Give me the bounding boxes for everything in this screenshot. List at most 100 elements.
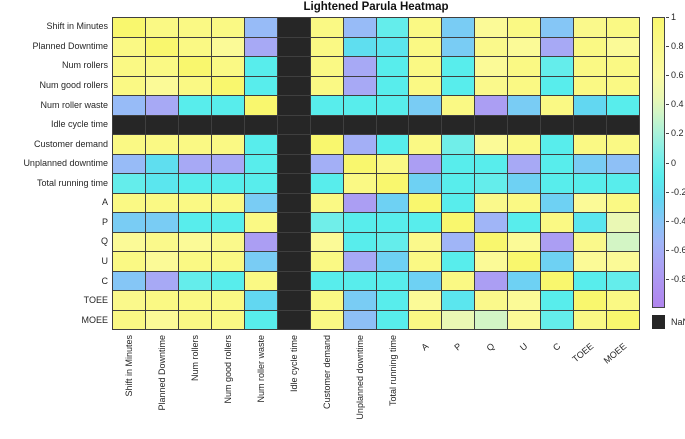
heatmap-cell[interactable] [574,154,607,173]
heatmap-cell-nan[interactable] [376,115,409,134]
heatmap-cell[interactable] [376,213,409,232]
heatmap-cell[interactable] [376,154,409,173]
heatmap-cell[interactable] [113,96,145,115]
heatmap-cell-nan[interactable] [277,57,310,76]
heatmap-cell[interactable] [475,154,508,173]
heatmap-cell[interactable] [607,96,639,115]
heatmap-cell[interactable] [244,252,277,271]
heatmap-cell[interactable] [211,232,244,251]
heatmap-cell[interactable] [178,18,211,37]
heatmap-cell[interactable] [475,37,508,56]
heatmap-cell[interactable] [343,252,376,271]
heatmap-cell[interactable] [310,76,343,95]
heatmap-cell-nan[interactable] [178,115,211,134]
heatmap-cell[interactable] [607,310,639,329]
heatmap-cell[interactable] [343,291,376,310]
heatmap-cell[interactable] [541,57,574,76]
heatmap-cell-nan[interactable] [277,193,310,212]
heatmap-cell[interactable] [475,291,508,310]
heatmap-cell-nan[interactable] [508,115,541,134]
heatmap-cell[interactable] [113,76,145,95]
heatmap-cell[interactable] [343,310,376,329]
heatmap-cell[interactable] [211,193,244,212]
heatmap-cell[interactable] [113,310,145,329]
heatmap-cell[interactable] [113,252,145,271]
heatmap-cell[interactable] [178,213,211,232]
heatmap-cell[interactable] [310,96,343,115]
heatmap-cell[interactable] [343,96,376,115]
heatmap-cell[interactable] [409,291,442,310]
heatmap-cell-nan[interactable] [277,96,310,115]
heatmap-cell-nan[interactable] [442,115,475,134]
heatmap-cell[interactable] [574,76,607,95]
heatmap-cell[interactable] [376,174,409,193]
heatmap-cell[interactable] [508,37,541,56]
heatmap-cell[interactable] [310,252,343,271]
heatmap-cell[interactable] [211,174,244,193]
heatmap-cell[interactable] [178,154,211,173]
heatmap-cell[interactable] [409,96,442,115]
heatmap-cell[interactable] [376,271,409,290]
heatmap-cell[interactable] [607,271,639,290]
heatmap-cell-nan[interactable] [277,135,310,154]
heatmap-cell[interactable] [244,193,277,212]
heatmap-cell[interactable] [607,76,639,95]
heatmap-cell[interactable] [574,96,607,115]
heatmap-cell[interactable] [244,174,277,193]
heatmap-cell[interactable] [343,57,376,76]
heatmap-cell[interactable] [475,271,508,290]
heatmap-cell[interactable] [442,37,475,56]
heatmap-cell[interactable] [113,154,145,173]
heatmap-cell[interactable] [475,57,508,76]
heatmap-cell[interactable] [145,154,178,173]
heatmap-cell[interactable] [376,291,409,310]
heatmap-cell[interactable] [310,291,343,310]
heatmap-cell[interactable] [211,76,244,95]
heatmap-cell[interactable] [508,96,541,115]
heatmap-cell[interactable] [244,18,277,37]
heatmap-cell[interactable] [574,232,607,251]
heatmap-cell[interactable] [113,57,145,76]
heatmap-cell[interactable] [541,76,574,95]
heatmap-cell[interactable] [574,252,607,271]
heatmap-cell[interactable] [343,232,376,251]
heatmap-cell[interactable] [211,291,244,310]
heatmap-cell[interactable] [178,291,211,310]
heatmap-cell[interactable] [145,135,178,154]
heatmap-cell[interactable] [475,232,508,251]
heatmap-cell[interactable] [211,57,244,76]
heatmap-cell[interactable] [310,135,343,154]
heatmap-cell[interactable] [574,213,607,232]
heatmap-cell-nan[interactable] [607,115,639,134]
heatmap-cell[interactable] [310,57,343,76]
heatmap-cell[interactable] [442,18,475,37]
heatmap-cell[interactable] [244,232,277,251]
heatmap-cell[interactable] [442,96,475,115]
heatmap-cell[interactable] [145,232,178,251]
heatmap-cell[interactable] [508,252,541,271]
heatmap-cell[interactable] [376,37,409,56]
heatmap-cell[interactable] [409,213,442,232]
heatmap-cell[interactable] [145,310,178,329]
heatmap-cell[interactable] [310,310,343,329]
heatmap-cell[interactable] [145,271,178,290]
heatmap-cell[interactable] [607,213,639,232]
heatmap-cell[interactable] [508,213,541,232]
heatmap-cell[interactable] [574,291,607,310]
heatmap-cell[interactable] [541,232,574,251]
heatmap-cell[interactable] [376,310,409,329]
heatmap-cell[interactable] [442,135,475,154]
heatmap-cell[interactable] [376,76,409,95]
heatmap-cell[interactable] [343,154,376,173]
heatmap-cell[interactable] [211,252,244,271]
heatmap-cell[interactable] [475,213,508,232]
heatmap-cell[interactable] [508,57,541,76]
heatmap-cell[interactable] [409,232,442,251]
heatmap-cell-nan[interactable] [277,174,310,193]
heatmap-cell-nan[interactable] [574,115,607,134]
heatmap-cell[interactable] [376,18,409,37]
heatmap-cell[interactable] [244,96,277,115]
heatmap-cell[interactable] [409,135,442,154]
heatmap-cell-nan[interactable] [310,115,343,134]
heatmap-cell[interactable] [574,57,607,76]
